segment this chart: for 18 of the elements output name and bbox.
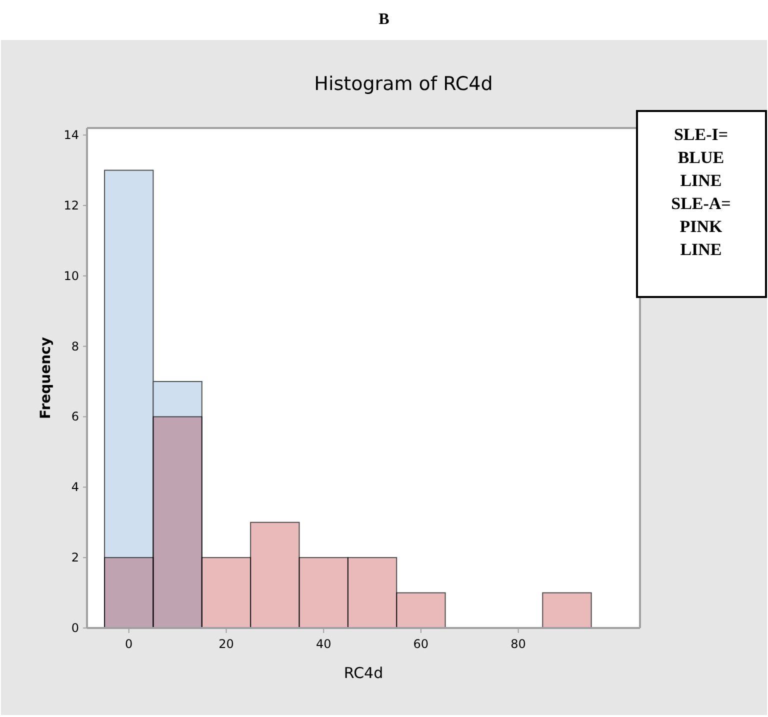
y-tick-label: 10 xyxy=(64,268,79,283)
x-tick-label: 60 xyxy=(413,637,429,651)
y-tick-label: 4 xyxy=(71,480,79,494)
text-box: SLE-I= BLUE LINE SLE-A= PINK LINE xyxy=(636,110,767,298)
x-tick-label: 40 xyxy=(316,637,332,651)
y-axis-title: Frequency xyxy=(38,337,54,419)
y-tick-label: 14 xyxy=(64,128,79,142)
x-axis-title: RC4d xyxy=(344,664,384,682)
x-tick-label: 0 xyxy=(125,637,133,651)
y-tick-label: 12 xyxy=(64,198,79,212)
x-tick-label: 80 xyxy=(510,637,526,651)
chart-subtitle: Histogram of RC4d xyxy=(314,73,493,95)
y-tick-label: 8 xyxy=(71,339,79,354)
y-tick-label: 2 xyxy=(71,550,79,565)
chart-title: B xyxy=(378,11,390,28)
x-tick-label: 20 xyxy=(218,637,234,651)
y-tick-label: 0 xyxy=(71,621,79,635)
y-tick-label: 6 xyxy=(71,410,79,424)
